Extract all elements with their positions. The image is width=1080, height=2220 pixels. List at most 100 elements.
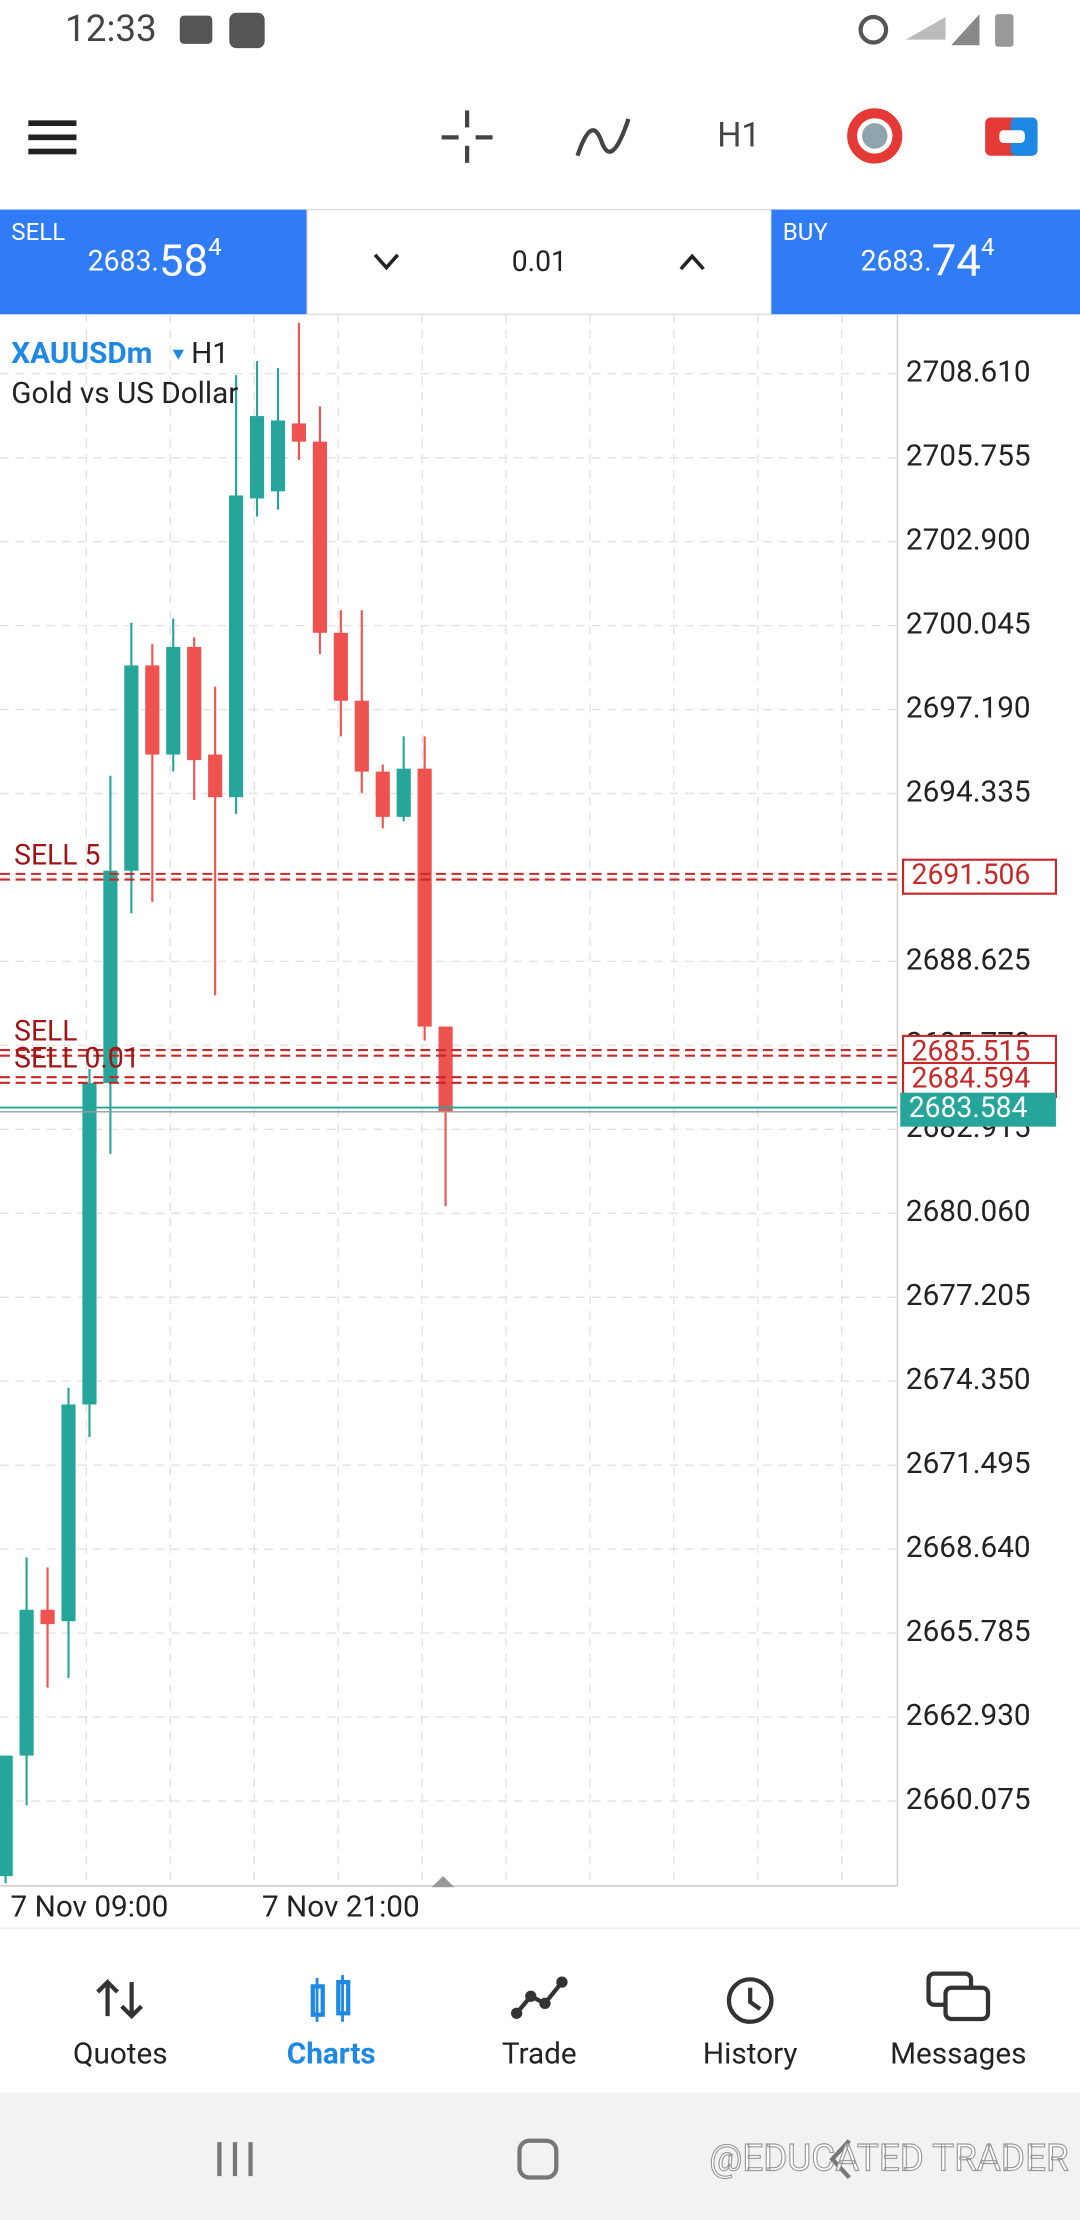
candle-body (19, 1609, 34, 1756)
candle-body (354, 700, 369, 772)
gallery-icon (179, 15, 213, 44)
y-tick-label: 2680.060 (906, 1194, 1031, 1229)
crosshair-button[interactable] (441, 110, 493, 163)
buy-price: 2683.744 (861, 234, 995, 286)
nav-label: Trade (502, 2037, 577, 2072)
system-nav (0, 2092, 1080, 2220)
alarm-icon (858, 14, 889, 45)
nav-history[interactable]: History (703, 1977, 798, 2072)
one-click-inner (862, 123, 888, 149)
lot-up[interactable] (679, 253, 705, 271)
nav-quotes[interactable]: Quotes (73, 1979, 168, 2072)
order-price: 2685.515 (912, 1034, 1031, 1067)
candle-body (375, 771, 390, 817)
app-icon (229, 12, 265, 49)
symbol-dropdown[interactable] (172, 349, 185, 360)
candle-body (166, 646, 181, 755)
sell-label: SELL (11, 218, 65, 246)
candle-body (229, 495, 244, 798)
nav-label: Quotes (73, 2037, 168, 2072)
bid-price: 2683.584 (909, 1091, 1028, 1124)
y-tick-label: 2662.930 (906, 1698, 1031, 1733)
lot-down[interactable] (373, 253, 400, 271)
order-label: SELL 5 (14, 838, 100, 871)
chart-area (0, 314, 898, 1886)
order-price: 2684.594 (912, 1061, 1031, 1094)
one-click-button[interactable] (847, 108, 903, 164)
order-label: SELL 0.01 (14, 1042, 140, 1075)
nav-label: History (703, 2037, 798, 2072)
y-tick-label: 2700.045 (906, 606, 1031, 641)
y-tick-label: 2671.495 (906, 1446, 1031, 1481)
home-button[interactable] (517, 2138, 559, 2180)
y-tick-label: 2674.350 (906, 1362, 1031, 1397)
order-label: SELL (14, 1015, 77, 1048)
y-tick-label: 2705.755 (906, 439, 1031, 474)
candle-body (82, 1083, 97, 1405)
y-tick-label: 2660.075 (906, 1782, 1031, 1817)
price-big: 58 (159, 234, 208, 286)
shift-marker[interactable] (431, 1875, 455, 1888)
y-tick-label: 2688.625 (906, 942, 1031, 977)
chart-timeframe: H1 (191, 336, 229, 371)
price-big: 74 (932, 234, 981, 286)
nav-trade[interactable]: Trade (502, 1976, 577, 2072)
price-main: 2683. (88, 245, 159, 278)
candle-body (124, 665, 139, 871)
candle-body (270, 420, 286, 492)
candle-body (312, 441, 327, 633)
price-main: 2683. (861, 245, 932, 278)
candle-body (103, 870, 118, 1084)
buy-label: BUY (783, 218, 829, 246)
candle-body (145, 665, 160, 755)
watermark: @EDUCATED TRADER (709, 2136, 1069, 2179)
menu-button[interactable] (28, 120, 77, 155)
price-sup: 4 (981, 234, 995, 262)
y-tick-label: 2665.785 (906, 1614, 1031, 1649)
price-sup: 4 (208, 234, 222, 262)
battery-icon (995, 14, 1014, 47)
recents-button[interactable] (217, 2142, 253, 2177)
candle-body (417, 768, 432, 1027)
candle-body (249, 416, 265, 499)
timeframe-button[interactable]: H1 (717, 115, 760, 155)
sell-button[interactable]: SELL 2683.584 (0, 209, 308, 315)
y-tick-label: 2708.610 (906, 355, 1031, 390)
symbol-description: Gold vs US Dollar (11, 376, 238, 411)
nav-charts[interactable]: Charts (287, 1975, 376, 2072)
status-time: 12:33 (65, 7, 157, 50)
y-tick-label: 2694.335 (906, 774, 1031, 809)
candle-body (291, 423, 307, 442)
y-tick-label: 2702.900 (906, 522, 1031, 557)
nav-messages[interactable]: Messages (890, 1971, 1026, 2072)
back-button[interactable] (829, 2139, 851, 2179)
candle-body (396, 768, 411, 817)
y-tick-label: 2668.640 (906, 1530, 1031, 1565)
vertical-grid (85, 314, 843, 1886)
order-price-box (902, 858, 1057, 895)
lot-value[interactable]: 0.01 (512, 245, 567, 278)
candle-body (438, 1026, 453, 1112)
nav-label: Messages (890, 2037, 1026, 2072)
symbol[interactable]: XAUUSDm (11, 336, 152, 371)
trade-button-inner (999, 130, 1025, 143)
candle-body (187, 646, 202, 761)
x-tick-label: 7 Nov 09:00 (11, 1889, 169, 1924)
candle-body (333, 632, 348, 701)
indicators-button[interactable] (575, 118, 631, 157)
x-tick-label: 7 Nov 21:00 (262, 1889, 420, 1924)
nav-label: Charts (287, 2037, 376, 2072)
y-tick-label: 2677.205 (906, 1278, 1031, 1313)
candle-body (61, 1404, 76, 1622)
candle-body (208, 754, 223, 798)
candle-body (0, 1755, 13, 1877)
y-tick-label: 2697.190 (906, 690, 1031, 725)
bid-price-box (900, 1092, 1056, 1127)
nav-bar (0, 1928, 1080, 2093)
buy-button[interactable]: BUY 2683.744 (771, 209, 1080, 315)
signal-icon (951, 14, 980, 46)
order-price: 2691.506 (912, 858, 1031, 891)
